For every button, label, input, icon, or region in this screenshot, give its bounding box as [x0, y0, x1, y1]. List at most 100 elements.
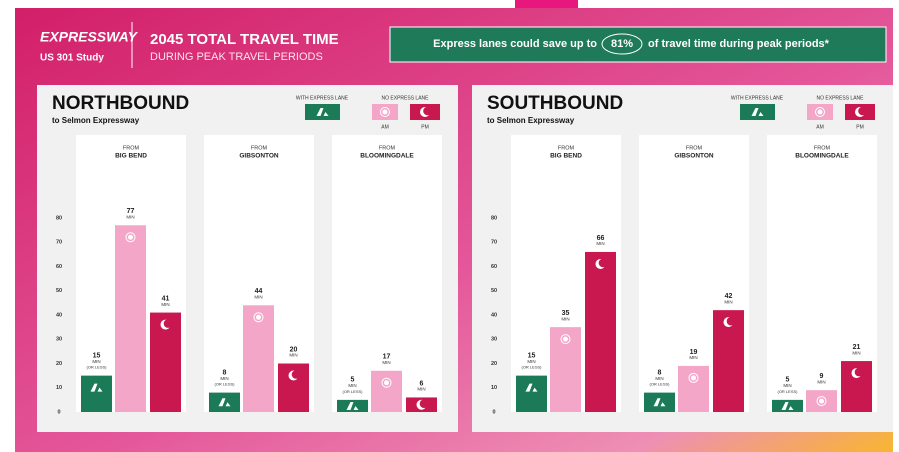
value-label: 41 — [162, 295, 170, 302]
sun-icon — [381, 377, 392, 388]
sun-icon — [382, 109, 388, 115]
value-note: (OR LESS) — [214, 382, 235, 387]
value-label: 6 — [420, 380, 424, 387]
sun-icon — [384, 380, 389, 386]
value-label: 77 — [127, 208, 135, 215]
value-unit: MIN — [220, 376, 228, 381]
value-unit: MIN — [689, 355, 697, 360]
value-unit: MIN — [382, 360, 390, 365]
moon-icon — [423, 106, 432, 116]
lane-icon — [90, 383, 103, 392]
group-label: BLOOMINGDALE — [795, 153, 849, 160]
bar — [371, 370, 402, 412]
bar — [115, 225, 146, 412]
y-tick-label: 70 — [491, 240, 497, 246]
sun-icon — [816, 396, 827, 407]
value-label: 44 — [255, 288, 263, 295]
group-prefix: FROM — [558, 145, 575, 151]
value-label: 9 — [820, 373, 824, 380]
legend-swatch — [740, 104, 775, 120]
y-tick-label: 30 — [491, 337, 497, 343]
value-unit: MIN — [655, 376, 663, 381]
bar — [337, 399, 368, 412]
moon-icon — [854, 367, 864, 377]
moon-icon — [598, 258, 608, 268]
chart-subtitle: to Selmon Expressway — [487, 116, 575, 125]
moon-icon — [726, 316, 736, 326]
lane-icon — [525, 383, 538, 392]
legend-label: WITH EXPRESS LANE — [731, 95, 784, 101]
group-label: BIG BEND — [115, 153, 147, 160]
bar — [772, 399, 803, 412]
group-label: GIBSONTON — [674, 153, 714, 160]
legend-label: PM — [421, 124, 429, 130]
top-tab — [515, 0, 578, 8]
logo: EXPRESSWAY — [40, 29, 139, 45]
group-column — [332, 135, 442, 412]
sun-icon — [815, 107, 825, 117]
chart-title: NORTHBOUND — [52, 93, 189, 114]
y-tick-label: 20 — [56, 361, 62, 367]
y-tick-label: 70 — [56, 240, 62, 246]
value-label: 5 — [786, 377, 790, 384]
sun-icon — [817, 109, 823, 115]
y-tick-label: 10 — [491, 385, 497, 391]
value-unit: MIN — [126, 214, 134, 219]
bar — [516, 375, 547, 412]
bar — [243, 305, 274, 412]
group-prefix: FROM — [251, 145, 268, 151]
header-subtitle: DURING PEAK TRAVEL PERIODS — [150, 51, 323, 63]
value-unit: MIN — [596, 241, 604, 246]
sun-icon — [819, 398, 824, 404]
value-label: 15 — [528, 352, 536, 359]
value-note: (OR LESS) — [649, 382, 670, 387]
value-unit: MIN — [852, 350, 860, 355]
banner-text: of travel time during peak periods* — [648, 38, 830, 50]
y-tick-label: 60 — [56, 264, 62, 270]
y-tick-label: 80 — [491, 215, 497, 221]
y-tick-label: 20 — [491, 361, 497, 367]
legend-label: WITH EXPRESS LANE — [296, 95, 349, 101]
banner-highlight: 81% — [611, 38, 633, 50]
group-prefix: FROM — [123, 145, 140, 151]
sun-icon — [125, 232, 136, 243]
legend-label: AM — [816, 124, 824, 130]
value-unit: MIN — [417, 387, 425, 392]
legend-label: PM — [856, 124, 864, 130]
value-unit: MIN — [348, 383, 356, 388]
value-note: (OR LESS) — [86, 365, 107, 370]
sun-icon — [688, 372, 699, 383]
sun-icon — [253, 312, 264, 323]
lane-icon — [346, 401, 359, 410]
value-label: 15 — [93, 352, 101, 359]
value-note: (OR LESS) — [521, 365, 542, 370]
legend-group-label: NO EXPRESS LANE — [817, 95, 865, 101]
sun-icon — [560, 334, 571, 345]
lane-icon — [751, 108, 764, 116]
sun-icon — [256, 314, 261, 320]
value-label: 8 — [223, 369, 227, 376]
legend-label: AM — [381, 124, 389, 130]
sun-icon — [128, 234, 133, 240]
bar — [678, 365, 709, 412]
value-unit: MIN — [161, 302, 169, 307]
value-unit: MIN — [527, 359, 535, 364]
value-label: 19 — [690, 349, 698, 356]
value-unit: MIN — [724, 299, 732, 304]
lane-icon — [316, 108, 329, 116]
moon-icon — [163, 319, 173, 328]
sun-icon — [380, 107, 390, 117]
bar — [585, 251, 616, 412]
value-unit: MIN — [783, 383, 791, 388]
sun-icon — [563, 336, 568, 342]
legend-group-label: NO EXPRESS LANE — [382, 95, 430, 101]
group-prefix: FROM — [814, 145, 831, 151]
legend-swatch — [305, 104, 340, 120]
banner — [389, 26, 887, 63]
group-label: GIBSONTON — [239, 153, 279, 160]
group-label: BIG BEND — [550, 153, 582, 160]
value-label: 20 — [290, 346, 298, 353]
header-title: 2045 TOTAL TRAVEL TIME — [150, 31, 339, 48]
